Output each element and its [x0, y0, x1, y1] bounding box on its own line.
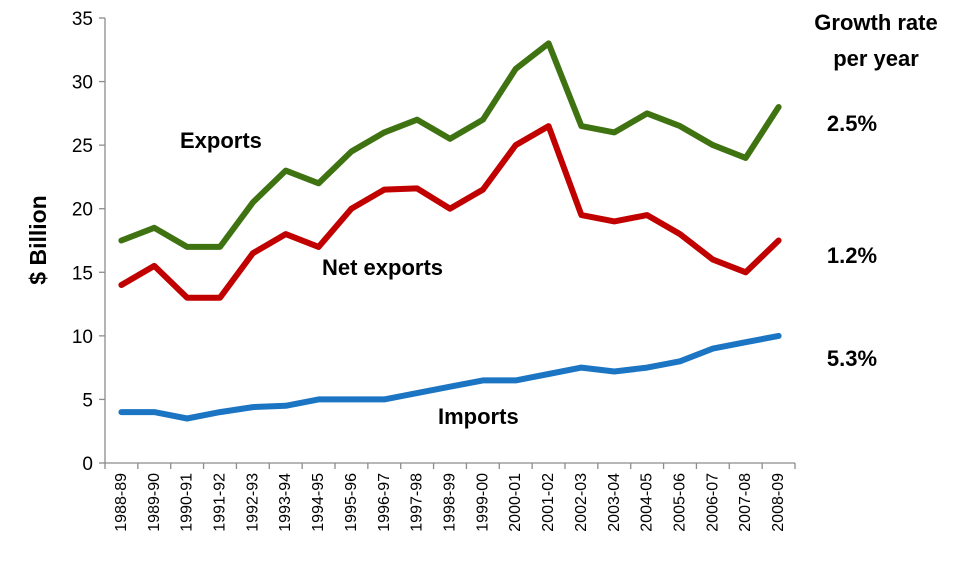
y-tick-label: 30	[72, 73, 93, 94]
x-tick-label: 2000-01	[507, 473, 524, 532]
y-tick-label: 5	[82, 390, 93, 411]
x-tick-label: 1993-94	[277, 473, 294, 532]
x-tick-label: 1995-96	[343, 473, 360, 532]
x-tick-label: 2002-03	[573, 473, 590, 532]
y-tick-label: 35	[72, 9, 93, 30]
x-tick-label: 1997-98	[409, 473, 426, 532]
x-axis: 1988-89 1989-90 1990-91 1991-92 1992-93 1993-…	[104, 462, 796, 532]
series-label-net-exports: Net exports	[322, 255, 443, 280]
x-tick-label: 1994-95	[310, 473, 327, 532]
x-tick-label: 1990-91	[179, 473, 196, 532]
series-line-net-exports	[118, 123, 782, 301]
y-tick-label: 0	[82, 454, 93, 475]
x-tick-label: 1991-92	[212, 473, 229, 532]
growth-rate-net-exports: 1.2%	[827, 243, 877, 268]
x-tick-label: 1989-90	[146, 473, 163, 532]
y-tick-label: 15	[72, 263, 93, 284]
growth-rate-header-line1: Growth rate	[814, 10, 937, 35]
x-tick-label: 2004-05	[639, 473, 656, 532]
x-tick-label: 2003-04	[606, 473, 623, 532]
series-line-imports	[118, 332, 782, 422]
growth-rate-header-line2: per year	[833, 46, 919, 71]
y-axis: 0 5 10 15 20 25 30 35	[72, 9, 106, 475]
series-line-exports	[118, 40, 782, 250]
x-tick-label: 1999-00	[474, 473, 491, 532]
y-tick-label: 10	[72, 327, 93, 348]
y-tick-label: 20	[72, 200, 93, 221]
x-tick-label: 1998-99	[442, 473, 459, 532]
x-tick-label: 1996-97	[376, 473, 393, 532]
x-tick-label: 2005-06	[672, 473, 689, 532]
series-label-imports: Imports	[438, 404, 519, 429]
y-tick-label: 25	[72, 136, 93, 157]
x-tick-label: 1988-89	[113, 473, 130, 532]
x-tick-label: 2007-08	[737, 473, 754, 532]
y-axis-label: $ Billion	[25, 195, 51, 284]
series-label-exports: Exports	[180, 128, 262, 153]
growth-rate-imports: 5.3%	[827, 346, 877, 371]
x-tick-label: 2006-07	[704, 473, 721, 532]
x-tick-label: 2001-02	[540, 473, 557, 532]
series-lines	[118, 40, 782, 422]
x-tick-label: 2008-09	[770, 473, 787, 532]
x-tick-label: 1992-93	[244, 473, 261, 532]
growth-rate-exports: 2.5%	[827, 111, 877, 136]
